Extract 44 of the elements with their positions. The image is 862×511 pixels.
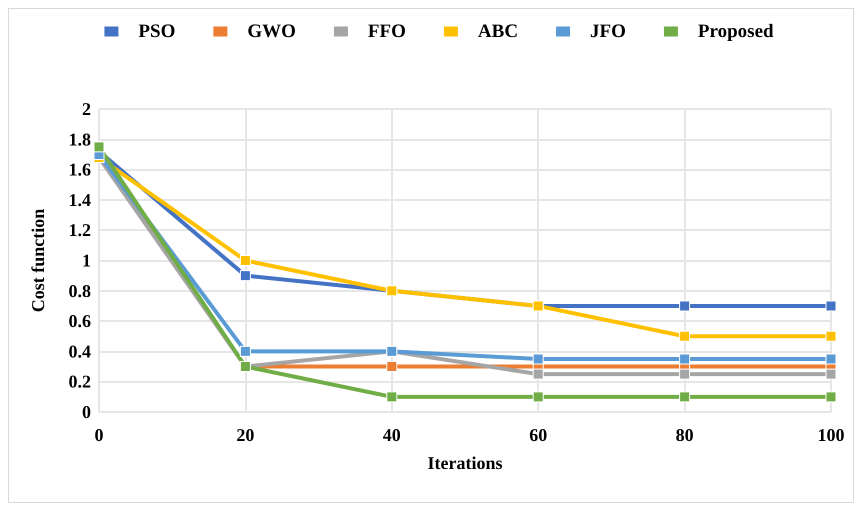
x-tick-label: 40	[382, 425, 401, 445]
y-tick-label: 2	[82, 99, 91, 119]
point	[679, 391, 690, 402]
legend-label: GWO	[247, 21, 296, 42]
y-tick-label: 0.8	[68, 280, 91, 301]
point	[679, 368, 690, 380]
point	[240, 346, 251, 357]
x-tick-label: 60	[529, 425, 548, 445]
y-tick-label: 0.4	[68, 341, 91, 362]
y-tick-label: 1.4	[68, 190, 91, 210]
point	[826, 368, 836, 380]
y-axis-title: Cost function	[28, 208, 48, 312]
legend-label: FFO	[368, 21, 406, 42]
y-tick-label: 0.2	[68, 372, 91, 392]
legend-label: JFO	[590, 21, 626, 42]
y-tick-label: 1.2	[68, 220, 91, 240]
point	[826, 300, 836, 312]
point	[240, 255, 251, 266]
point	[386, 391, 398, 402]
y-tick-label: 0.6	[68, 311, 91, 332]
legend-label: ABC	[478, 21, 518, 42]
point	[679, 353, 690, 364]
point	[532, 391, 544, 402]
y-tick-label: 1.6	[68, 160, 91, 180]
point	[826, 391, 836, 402]
point	[679, 300, 690, 312]
point	[94, 141, 104, 152]
x-tick-label: 20	[236, 425, 254, 445]
point	[826, 353, 836, 364]
x-tick-label: 0	[94, 425, 104, 445]
y-tick-label: 0	[82, 402, 91, 422]
y-tick-label: 1	[82, 250, 91, 270]
y-tick-label: 1.8	[68, 129, 91, 150]
x-tick-label: 80	[676, 425, 694, 445]
point	[532, 368, 544, 380]
x-tick-label: 100	[818, 425, 844, 445]
point	[679, 330, 690, 342]
point	[386, 361, 398, 372]
legend-label: PSO	[138, 21, 176, 42]
point	[532, 353, 544, 364]
x-axis-title: Iterations	[428, 453, 502, 473]
point	[240, 270, 251, 282]
point	[826, 330, 836, 342]
legend-label: Proposed	[698, 21, 774, 42]
